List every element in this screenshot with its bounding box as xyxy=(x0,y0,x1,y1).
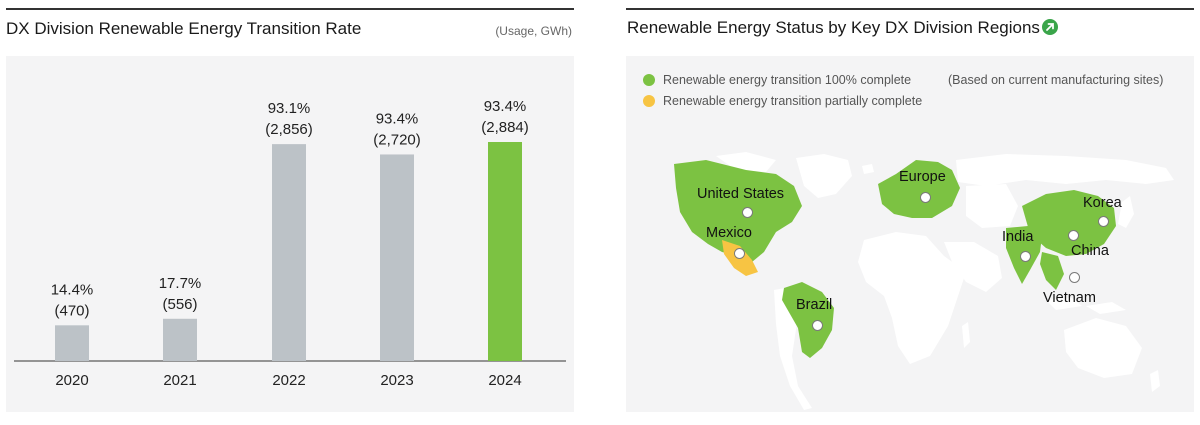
region-label-brazil: Brazil xyxy=(796,297,833,313)
bar-2020 xyxy=(55,325,89,361)
site-pin-us xyxy=(742,207,753,218)
bar-2022 xyxy=(272,144,306,361)
x-tick-label-2024: 2024 xyxy=(488,372,521,389)
chart-unit-label: (Usage, GWh) xyxy=(495,24,572,38)
value-label-2021: (556) xyxy=(162,296,197,313)
x-tick-label-2020: 2020 xyxy=(55,372,88,389)
site-pin-vietnam xyxy=(1069,272,1080,283)
world-landmass xyxy=(716,152,1174,410)
left-title-rule xyxy=(6,8,574,10)
site-pin-india xyxy=(1020,251,1031,262)
rate-label-2023: 93.4% xyxy=(376,110,419,127)
bar-chart: 14.4% (470) 2020 17.7% (556) 2021 93.1% (2,856)… xyxy=(14,98,566,389)
map-title-text: Renewable Energy Status by Key DX Divisi… xyxy=(627,18,1040,37)
value-label-2020: (470) xyxy=(54,302,89,319)
rate-label-2024: 93.4% xyxy=(484,98,527,115)
legend-label-partial: Renewable energy transition partially co… xyxy=(663,94,923,108)
region-label-us: United States xyxy=(697,186,785,202)
site-pin-brazil xyxy=(812,320,823,331)
map-title: Renewable Energy Status by Key DX Divisi… xyxy=(627,18,1058,38)
chart-title: DX Division Renewable Energy Transition … xyxy=(6,19,362,38)
region-label-india: India xyxy=(1002,229,1034,245)
region-label-vietnam: Vietnam xyxy=(1043,290,1096,306)
site-pin-europe xyxy=(920,192,931,203)
region-label-korea: Korea xyxy=(1083,195,1122,211)
legend-label-complete: Renewable energy transition 100% complet… xyxy=(663,73,912,87)
site-pin-china xyxy=(1068,230,1079,241)
region-label-europe: Europe xyxy=(899,169,946,185)
legend-note: (Based on current manufacturing sites) xyxy=(948,73,1164,87)
site-pin-mexico xyxy=(734,248,745,259)
external-link-arrow-icon[interactable] xyxy=(1041,19,1058,35)
legend-dot-green xyxy=(643,74,655,86)
x-tick-label-2021: 2021 xyxy=(163,372,196,389)
legend-item-complete: Renewable energy transition 100% complet… xyxy=(643,73,911,87)
x-tick-label-2023: 2023 xyxy=(380,372,413,389)
site-pin-korea xyxy=(1098,216,1109,227)
value-label-2023: (2,720) xyxy=(373,131,421,148)
right-title-rule xyxy=(626,8,1194,10)
value-label-2022: (2,856) xyxy=(265,121,313,138)
legend-item-partial: Renewable energy transition partially co… xyxy=(643,94,922,108)
rate-label-2020: 14.4% xyxy=(51,281,94,298)
bar-2024 xyxy=(488,142,522,361)
legend-dot-yellow xyxy=(643,95,655,107)
value-label-2024: (2,884) xyxy=(481,119,529,136)
x-tick-label-2022: 2022 xyxy=(272,372,305,389)
rate-label-2022: 93.1% xyxy=(268,100,311,117)
region-label-china: China xyxy=(1071,243,1109,259)
bar-2023 xyxy=(380,154,414,361)
bar-2021 xyxy=(163,318,197,361)
rate-label-2021: 17.7% xyxy=(159,275,202,292)
region-label-mexico: Mexico xyxy=(706,225,752,241)
